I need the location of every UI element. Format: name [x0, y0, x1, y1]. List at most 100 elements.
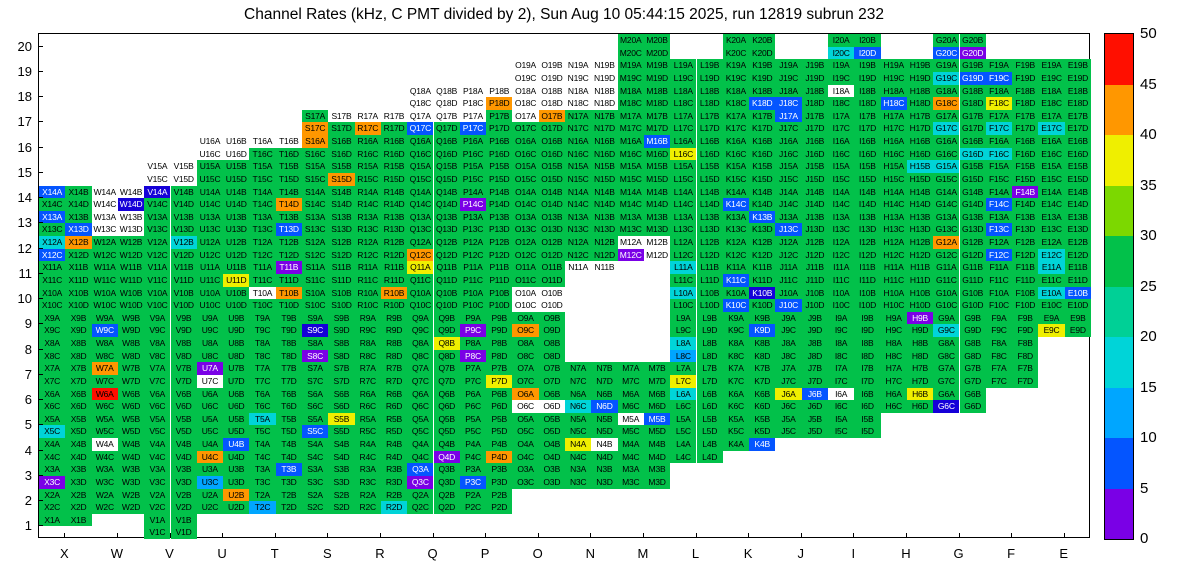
- channel-cell: X10D: [65, 299, 92, 312]
- channel-cell: O11B: [538, 261, 565, 274]
- channel-cell: N14B: [591, 185, 618, 199]
- channel-cell: P10A: [459, 286, 487, 300]
- channel-cell: L17D: [696, 122, 723, 135]
- channel-cell: H11A: [880, 261, 907, 274]
- channel-cell: U9D: [223, 324, 250, 337]
- channel-cell: E16D: [1064, 147, 1091, 161]
- channel-cell: T11B: [275, 261, 302, 274]
- channel-cell: R9A: [354, 311, 381, 325]
- channel-cell: F18D: [1012, 97, 1039, 110]
- channel-cell: R13D: [380, 223, 408, 236]
- channel-cell: G7D: [959, 374, 986, 388]
- channel-cell: J15C: [775, 172, 802, 186]
- channel-cell: S15B: [328, 160, 355, 173]
- channel-cell: K15C: [722, 172, 750, 186]
- channel-cell: E13B: [1064, 210, 1091, 224]
- channel-cell: W14D: [117, 198, 145, 211]
- channel-cell: E15A: [1038, 160, 1065, 173]
- channel-cell: J14A: [775, 185, 802, 199]
- x-tick: [1011, 533, 1013, 537]
- channel-cell: M20D: [643, 46, 671, 60]
- channel-cell: W6D: [117, 400, 145, 413]
- channel-cell: R3D: [380, 475, 408, 489]
- channel-cell: J7D: [801, 374, 828, 388]
- channel-cell: L15A: [670, 160, 697, 173]
- channel-cell: R17D: [380, 122, 408, 135]
- channel-cell: P14C: [459, 198, 487, 211]
- channel-cell: P7A: [459, 362, 487, 375]
- channel-cell: S11C: [302, 273, 329, 287]
- channel-cell: S15C: [302, 172, 329, 186]
- channel-cell: K6D: [749, 400, 776, 413]
- channel-cell: V14A: [144, 185, 171, 199]
- channel-cell: W9D: [117, 324, 145, 337]
- channel-cell: W3C: [91, 475, 118, 489]
- channel-cell: T10A: [249, 286, 276, 300]
- channel-cell: P17D: [486, 122, 513, 135]
- channel-cell: O16C: [512, 147, 539, 161]
- channel-cell: K16C: [722, 147, 750, 161]
- x-tick-label: T: [270, 546, 279, 561]
- channel-cell: L16A: [670, 135, 697, 148]
- channel-cell: N7D: [591, 374, 618, 388]
- channel-cell: U12D: [223, 248, 250, 262]
- channel-cell: X12D: [65, 248, 92, 262]
- channel-cell: N14C: [565, 198, 592, 211]
- channel-cell: V13A: [144, 210, 171, 224]
- x-tick: [537, 533, 539, 537]
- colorbar-tick-label: 25: [1140, 277, 1157, 295]
- channel-cell: K20B: [749, 34, 776, 47]
- channel-cell: S16C: [302, 147, 329, 161]
- channel-cell: U5C: [196, 425, 224, 438]
- channel-cell: N15C: [565, 172, 592, 186]
- channel-cell: Q7D: [433, 374, 460, 388]
- channel-cell: K6A: [722, 387, 750, 401]
- channel-cell: I16C: [828, 147, 855, 161]
- channel-cell: E17A: [1038, 109, 1065, 123]
- channel-cell: J12D: [801, 248, 828, 262]
- channel-cell: E13D: [1064, 223, 1091, 236]
- channel-cell: G9C: [933, 324, 960, 337]
- channel-cell: V9A: [144, 311, 171, 325]
- channel-cell: M16B: [643, 135, 671, 148]
- channel-cell: E14C: [1038, 198, 1065, 211]
- channel-cell: I5D: [854, 425, 881, 438]
- channel-cell: I18A: [828, 84, 855, 98]
- channel-cell: Q14B: [433, 185, 460, 199]
- channel-cell: W5C: [91, 425, 118, 438]
- x-tick-label: X: [59, 546, 69, 561]
- channel-cell: U15C: [196, 172, 224, 186]
- channel-cell: L18B: [696, 84, 723, 98]
- channel-cell: U16D: [223, 147, 250, 161]
- channel-cell: O15D: [538, 172, 565, 186]
- colorbar-band: [1105, 34, 1133, 85]
- channel-cell: Q2A: [407, 488, 434, 502]
- channel-cell: J7C: [775, 374, 802, 388]
- channel-cell: M12B: [643, 236, 671, 249]
- channel-cell: W3A: [91, 463, 118, 476]
- channel-cell: K10D: [749, 299, 776, 312]
- channel-cell: I15C: [828, 172, 855, 186]
- channel-cell: U10A: [196, 286, 224, 300]
- channel-cell: G12A: [933, 236, 960, 249]
- channel-cell: S7B: [328, 362, 355, 375]
- channel-cell: N3D: [591, 475, 618, 489]
- channel-cell: P5B: [486, 412, 513, 426]
- channel-cell: O19A: [512, 59, 539, 72]
- channel-cell: L18C: [670, 97, 697, 110]
- channel-cell: W10D: [117, 299, 145, 312]
- channel-cell: L16C: [670, 147, 697, 161]
- channel-cell: U12C: [196, 248, 224, 262]
- y-tick: [39, 96, 43, 98]
- y-tick: [39, 247, 43, 249]
- channel-cell: U5B: [223, 412, 250, 426]
- channel-cell: O15B: [538, 160, 565, 173]
- channel-cell: L18A: [670, 84, 697, 98]
- channel-cell: K8C: [722, 349, 750, 363]
- channel-cell: S4A: [302, 438, 329, 451]
- channel-cell: G13B: [959, 210, 986, 224]
- channel-cell: X1B: [65, 513, 92, 527]
- channel-cell: I17C: [828, 122, 855, 135]
- channel-cell: F9A: [985, 311, 1013, 325]
